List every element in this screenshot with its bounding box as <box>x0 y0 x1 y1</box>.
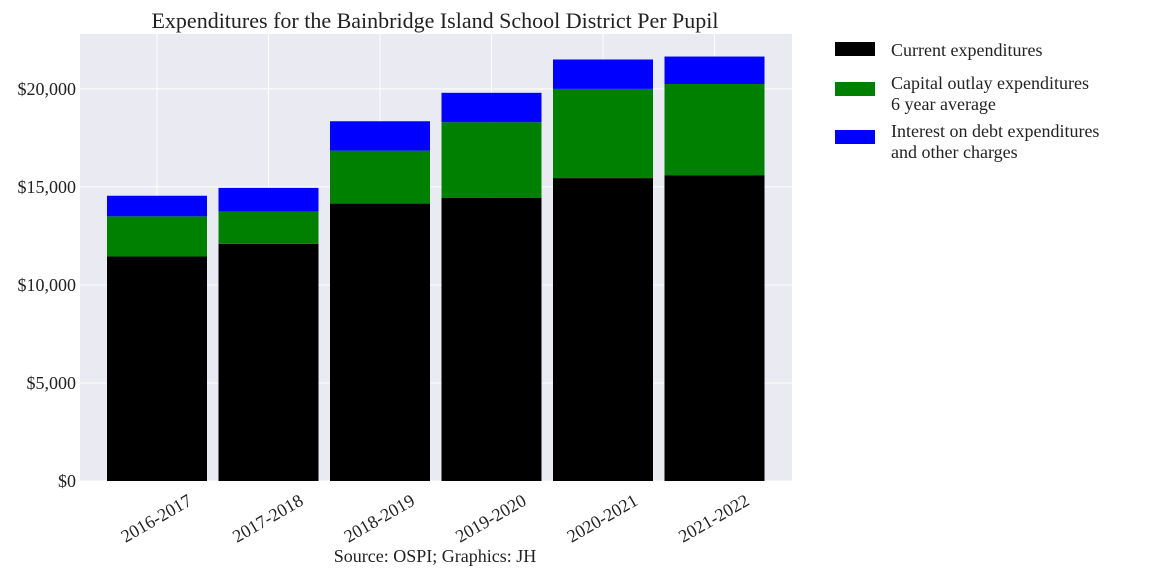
bar-segment-series-2-2020-2021 <box>553 59 653 89</box>
bars <box>107 56 765 482</box>
y-tick-label: $10,000 <box>18 275 77 295</box>
legend: Current expenditures Capital outlay expen… <box>835 40 1099 162</box>
chart-title: Expenditures for the Bainbridge Island S… <box>151 8 718 33</box>
bar-segment-series-2-2017-2018 <box>218 187 319 212</box>
y-axis-ticks: $0 $5,000 $10,000 $15,000 $20,000 <box>18 79 77 491</box>
legend-label: Capital outlay expenditures <box>891 73 1089 93</box>
x-tick-label: 2018-2019 <box>340 490 418 546</box>
y-tick-label: $5,000 <box>27 373 77 393</box>
x-tick-label: 2017-2018 <box>229 490 307 546</box>
bar-segment-series-1-2020-2021 <box>553 88 653 179</box>
legend-swatch <box>835 82 875 96</box>
y-tick-label: $15,000 <box>18 177 77 197</box>
bar-segment-series-1-2018-2019 <box>330 150 430 204</box>
legend-swatch <box>835 42 875 56</box>
legend-label: and other charges <box>891 142 1018 162</box>
bar-segment-series-2-2021-2022 <box>664 56 765 84</box>
bar-segment-series-1-2019-2020 <box>441 122 542 198</box>
source-note: Source: OSPI; Graphics: JH <box>334 546 536 566</box>
y-tick-label: $0 <box>58 471 76 491</box>
x-axis-ticks: 2016-2017 2017-2018 2018-2019 2019-2020 2020… <box>117 490 752 546</box>
legend-label: Current expenditures <box>891 40 1042 60</box>
bar-segment-series-0-2020-2021 <box>553 178 653 481</box>
y-tick-label: $20,000 <box>18 79 77 99</box>
bar-segment-series-0-2019-2020 <box>441 197 542 481</box>
bar-segment-series-2-2019-2020 <box>441 92 542 123</box>
bar-segment-series-1-2016-2017 <box>107 216 207 257</box>
bar-segment-series-1-2017-2018 <box>218 211 319 244</box>
legend-label: 6 year average <box>891 94 996 114</box>
bar-segment-series-1-2021-2022 <box>664 83 765 176</box>
bar-segment-series-0-2017-2018 <box>218 243 319 481</box>
legend-label: Interest on debt expenditures <box>891 121 1099 141</box>
bar-segment-series-0-2021-2022 <box>664 175 765 481</box>
legend-swatch <box>835 130 875 144</box>
bar-segment-series-0-2018-2019 <box>330 203 430 482</box>
bar-segment-series-0-2016-2017 <box>107 256 207 481</box>
bar-segment-series-2-2016-2017 <box>107 195 207 217</box>
x-tick-label: 2020-2021 <box>563 490 641 546</box>
x-tick-label: 2021-2022 <box>675 490 753 546</box>
x-tick-label: 2019-2020 <box>452 490 530 546</box>
x-tick-label: 2016-2017 <box>117 490 195 546</box>
bar-segment-series-2-2018-2019 <box>330 121 430 151</box>
